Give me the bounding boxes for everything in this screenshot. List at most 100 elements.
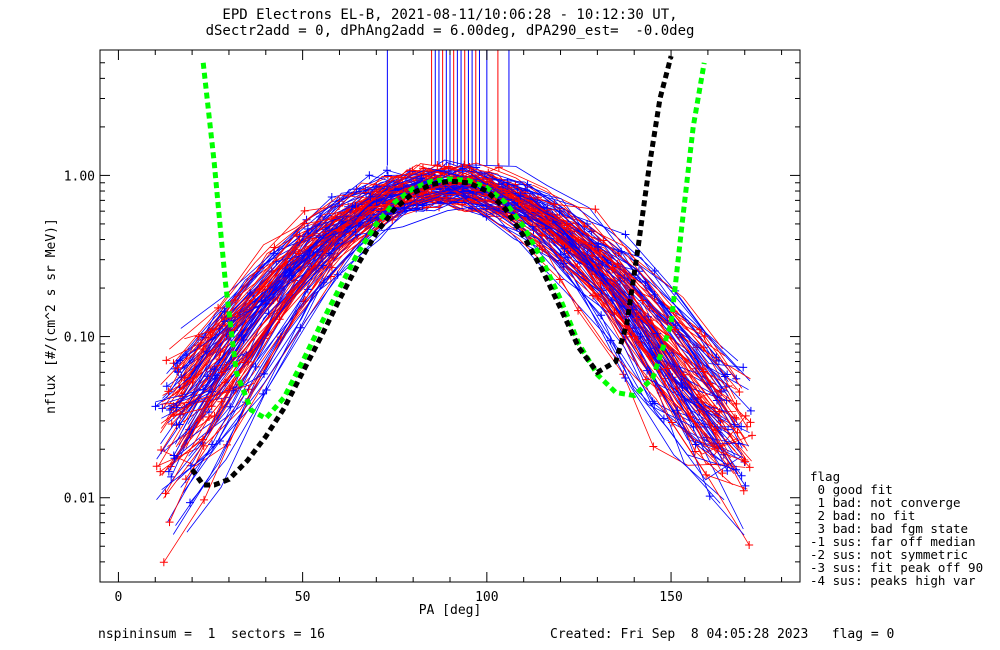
measurement-point	[538, 245, 547, 254]
measurement-point	[544, 217, 553, 226]
chart-title: EPD Electrons EL-B, 2021-08-11/10:06:28 …	[222, 7, 678, 23]
measurement-point	[649, 442, 658, 451]
legend-item-1: 1 bad: not converge	[810, 495, 961, 510]
measurement-point	[677, 378, 686, 387]
measurement-point	[691, 440, 700, 449]
footer-right-info: Created: Fri Sep 8 04:05:28 2023 flag = …	[550, 627, 895, 642]
measurement-point	[555, 275, 564, 284]
measurement-point	[741, 411, 750, 420]
measurement-point	[172, 403, 181, 412]
measurement-point	[745, 463, 754, 472]
measurement-point	[156, 467, 165, 476]
measurement-point	[608, 265, 617, 274]
measurement-point	[732, 399, 741, 408]
legend-item-3: 3 bad: bad fgm state	[810, 521, 969, 536]
measurement-trace	[161, 186, 721, 491]
measurement-point	[460, 160, 469, 169]
measurement-point	[610, 276, 619, 285]
measurement-point	[606, 336, 615, 345]
measurement-trace	[183, 181, 737, 395]
y-tick-label: 0.10	[64, 331, 95, 346]
measurement-point	[316, 233, 325, 242]
measurement-point	[198, 435, 207, 444]
x-tick-label: 100	[475, 590, 498, 605]
data-layer	[151, 50, 757, 567]
measurement-trace	[174, 188, 743, 459]
measurement-point	[442, 190, 451, 199]
measurement-point	[412, 204, 421, 213]
measurement-point	[388, 215, 397, 224]
measurement-point	[327, 193, 336, 202]
legend-title: flag	[810, 469, 841, 484]
measurement-point	[308, 234, 317, 243]
measurement-point	[204, 412, 213, 421]
measurement-point	[151, 402, 160, 411]
measurement-point	[594, 242, 603, 251]
measurement-point	[433, 161, 442, 170]
measurement-point	[691, 447, 700, 456]
measurement-point	[735, 387, 744, 396]
measurement-trace	[162, 189, 738, 434]
measurement-point	[217, 368, 226, 377]
measurement-point	[574, 306, 583, 315]
measurement-point	[705, 492, 714, 501]
measurement-point	[516, 192, 525, 201]
measurement-point	[194, 332, 203, 341]
y-axis-label: nflux [#/(cm^2 s sr MeV)]	[44, 218, 59, 414]
legend-item-m3: -3 sus: fit peak off 90	[810, 560, 984, 575]
measurement-trace	[180, 185, 727, 488]
measurement-point	[494, 163, 503, 172]
measurement-point	[646, 352, 655, 361]
measurement-point	[398, 179, 407, 188]
measurement-point	[216, 348, 225, 357]
measurement-trace	[169, 164, 743, 389]
measurement-point	[259, 389, 268, 398]
measurement-point	[188, 377, 197, 386]
measurement-point	[643, 366, 652, 375]
y-tick-label: 0.01	[64, 492, 95, 507]
measurement-point	[712, 353, 721, 362]
measurement-point	[663, 364, 672, 373]
measurement-point	[300, 219, 309, 228]
measurement-trace	[183, 201, 741, 481]
measurement-point	[621, 230, 630, 239]
flag-legend: flag 0 good fit 1 bad: not converge 2 ba…	[810, 470, 983, 587]
measurement-point	[659, 414, 668, 423]
measurement-point	[632, 314, 641, 323]
measurement-point	[169, 451, 178, 460]
measurement-point	[255, 285, 264, 294]
measurement-point	[591, 205, 600, 214]
measurement-point	[158, 404, 167, 413]
measurement-point	[550, 200, 559, 209]
measurement-point	[164, 387, 173, 396]
measurement-point	[733, 428, 742, 437]
measurement-point	[165, 518, 174, 527]
measurement-point	[262, 386, 271, 395]
measurement-point	[383, 171, 392, 180]
measurement-trace	[168, 168, 746, 487]
measurement-point	[365, 171, 374, 180]
measurement-point	[459, 194, 468, 203]
measurement-point	[214, 303, 223, 312]
measurement-point	[561, 236, 570, 245]
measurement-point	[650, 267, 659, 276]
legend-item-m4: -4 sus: peaks high var	[810, 573, 976, 588]
measurement-point	[207, 402, 216, 411]
measurement-point	[560, 244, 569, 253]
measurement-point	[173, 363, 182, 372]
measurement-point	[244, 385, 253, 394]
measurement-point	[351, 227, 360, 236]
measurement-point	[723, 466, 732, 475]
measurement-point	[472, 163, 481, 172]
measurement-trace	[177, 196, 723, 393]
measurement-point	[739, 363, 748, 372]
measurement-point	[303, 285, 312, 294]
measurement-point	[172, 359, 181, 368]
measurement-point	[296, 323, 305, 332]
x-tick-label: 150	[659, 590, 682, 605]
measurement-point	[670, 325, 679, 334]
measurement-point	[162, 382, 171, 391]
measurement-trace	[175, 182, 736, 456]
measurement-point	[165, 405, 174, 414]
measurement-point	[199, 344, 208, 353]
